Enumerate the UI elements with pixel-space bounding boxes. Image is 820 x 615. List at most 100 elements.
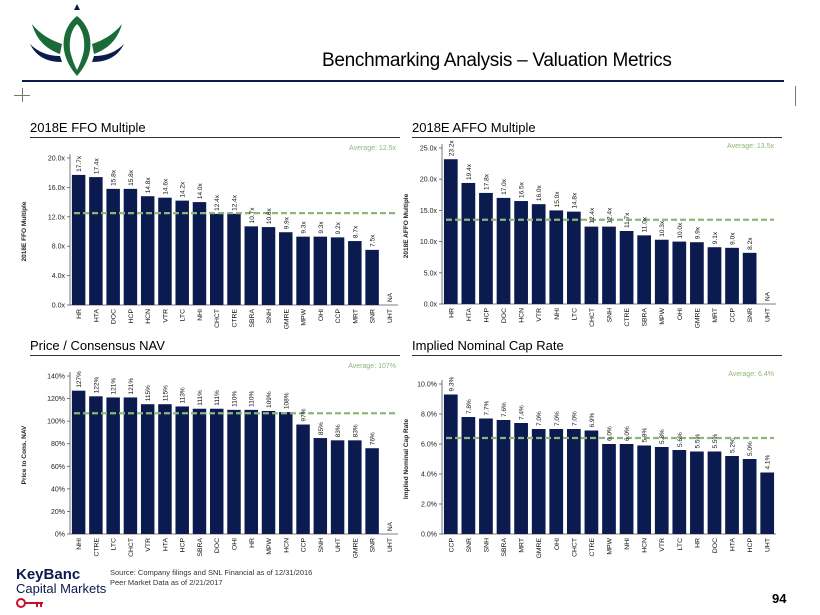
category-label: NHI <box>197 309 204 321</box>
bar-MPW <box>654 239 669 304</box>
y-tick-label: 20% <box>51 509 65 516</box>
y-tick-label: 0% <box>55 532 65 539</box>
data-label: 14.8x <box>145 177 152 194</box>
category-label: SBRA <box>501 538 508 557</box>
category-label: CCP <box>335 309 342 324</box>
bar-HR <box>443 159 458 304</box>
category-label: OHI <box>318 309 325 321</box>
category-label: UHT <box>765 538 772 552</box>
category-label: DOC <box>712 538 719 553</box>
y-axis-title: Price to Cons. NAV <box>21 425 28 484</box>
data-label: 127% <box>76 371 83 388</box>
category-label: DOC <box>111 309 118 324</box>
category-label: DOC <box>501 308 508 323</box>
bar-SBRA <box>244 226 258 305</box>
bar-MPW <box>602 444 616 534</box>
category-label: MPW <box>266 537 273 554</box>
bar-CCP <box>443 394 458 534</box>
category-label: VTR <box>659 538 666 552</box>
bar-OHI <box>672 241 687 304</box>
bar-CTRE <box>227 213 241 305</box>
category-label: NHI <box>624 538 631 550</box>
y-tick-label: 100% <box>47 419 65 426</box>
data-label: 5.5% <box>712 433 719 448</box>
category-label: UHT <box>387 538 394 552</box>
data-label: 10.7x <box>249 207 256 224</box>
category-label: SBRA <box>642 308 649 327</box>
category-label: LTC <box>180 309 187 321</box>
bar-OHI <box>313 236 328 305</box>
bar-HR <box>244 409 258 534</box>
data-label: 16.0x <box>536 185 543 202</box>
y-tick-label: 80% <box>51 441 65 448</box>
category-label: CHCT <box>214 309 221 328</box>
bar-VTR <box>140 404 155 534</box>
data-label: 5.5% <box>694 433 701 448</box>
category-label: HTA <box>93 309 100 323</box>
bar-UHT <box>760 472 775 534</box>
ffo-section-rule <box>30 137 400 138</box>
category-label: LTC <box>111 538 118 550</box>
bar-HTA <box>461 182 476 304</box>
data-label: 110% <box>232 390 239 406</box>
y-tick-label: 20.0x <box>48 156 66 163</box>
category-label: MPW <box>659 307 666 324</box>
brand-name: KeyBanc <box>16 566 81 583</box>
data-label: 121% <box>111 378 118 395</box>
bar-HR <box>71 174 86 305</box>
data-label: 10.6x <box>266 207 273 224</box>
bar-GMRE <box>531 429 546 534</box>
data-label: 9.3x <box>318 221 325 234</box>
category-label: HTA <box>466 308 473 322</box>
y-tick-label: 15.0x <box>420 208 438 215</box>
category-label: HCN <box>145 309 152 324</box>
y-tick-label: 120% <box>47 396 65 403</box>
data-label: 97% <box>301 408 308 421</box>
bar-DOC <box>707 451 722 534</box>
data-label: 111% <box>214 390 221 406</box>
data-label: 7.8% <box>466 399 473 414</box>
data-label: 7.6% <box>501 402 508 417</box>
data-label: 12.4x <box>214 194 221 211</box>
y-tick-label: 20.0x <box>420 177 438 184</box>
data-label: 12.4x <box>607 207 614 224</box>
data-label: 9.9x <box>694 226 701 239</box>
y-tick-label: 8.0% <box>421 412 437 419</box>
category-label: HCP <box>180 538 187 553</box>
data-label: 12.4x <box>589 207 596 224</box>
category-label: CHCT <box>589 308 596 327</box>
category-label: HTA <box>730 538 737 552</box>
y-tick-label: 16.0x <box>48 185 66 192</box>
category-label: MPW <box>301 308 308 325</box>
bar-CCP <box>330 237 345 305</box>
data-label: 115% <box>162 385 169 401</box>
bar-DOC <box>106 188 120 305</box>
data-label: 17.7x <box>76 155 83 172</box>
bar-CCP <box>296 424 310 534</box>
data-label: 15.8x <box>111 169 118 186</box>
data-label: 7.5x <box>370 234 377 247</box>
category-label: GMRE <box>352 538 359 559</box>
average-label: Average: 107% <box>348 363 396 370</box>
bar-SNR <box>742 252 757 304</box>
category-label: HCP <box>128 309 135 324</box>
bar-SBRA <box>496 420 511 534</box>
y-tick-label: 8.0x <box>52 244 66 251</box>
data-label: 9.1x <box>712 231 719 244</box>
category-label: HCN <box>519 308 526 323</box>
average-label: Average: 12.5x <box>349 145 396 152</box>
bar-SNR <box>365 249 379 305</box>
bar-HCN <box>140 196 155 305</box>
data-label: 83% <box>352 424 359 437</box>
category-label: GMRE <box>536 538 543 559</box>
y-tick-label: 60% <box>51 464 65 471</box>
bar-HCN <box>514 201 528 304</box>
category-label: MRT <box>712 308 719 323</box>
data-label: 4.1% <box>765 454 772 469</box>
data-label: 12.4x <box>232 194 239 211</box>
data-label: 6.9% <box>589 412 596 427</box>
bar-UHT <box>330 440 345 534</box>
y-axis-title: 2018E FFO Multiple <box>21 201 28 261</box>
data-label: 15.0x <box>554 191 561 208</box>
bar-LTC <box>566 211 581 304</box>
